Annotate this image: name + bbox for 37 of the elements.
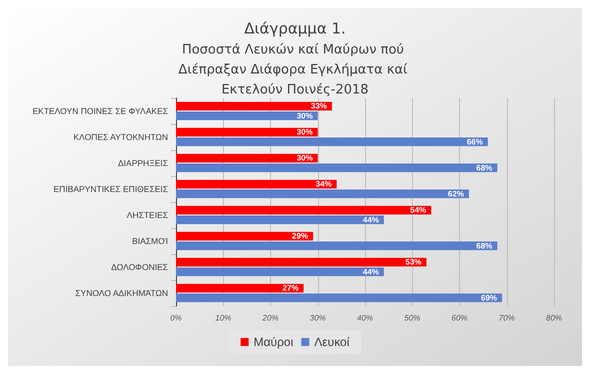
y-tick-label: ΣΥΝΟΛΟ ΑΔΙΚΗΜΆΤΩΝ <box>75 288 168 298</box>
x-tick-label: 80% <box>546 314 562 322</box>
legend-label: Λευκοί <box>314 335 350 349</box>
data-label: 68% <box>476 163 492 172</box>
x-tick-label: 50% <box>404 314 420 322</box>
data-label: 54% <box>410 206 426 215</box>
y-tick-label: ΔΙΑΡΡΗΞΕΙΣ <box>118 158 168 168</box>
x-tick-label: 10% <box>215 314 232 322</box>
data-label: 34% <box>316 180 332 189</box>
data-label: 29% <box>292 232 308 241</box>
data-label: 44% <box>362 267 379 276</box>
data-label: 27% <box>282 284 299 293</box>
y-tick-label: ΚΛΟΠΕΣ ΑΥΤΟΚΝΗΤΩΝ <box>73 132 168 142</box>
data-label: 30% <box>296 128 313 137</box>
data-label: 62% <box>448 189 464 198</box>
y-tick-label: ΔΟΛΟΦΟΝΙΕΣ <box>111 262 168 272</box>
x-tick-label: 0% <box>170 314 182 322</box>
legend-label: Μαύροι <box>254 335 294 349</box>
x-tick-label: 20% <box>261 314 279 322</box>
data-label: 69% <box>481 293 498 302</box>
data-label: 53% <box>405 258 422 267</box>
chart-subtitle: Ποσοστά Λευκών καί Μαύρων πού Διέπραξαν Διάφορα Εγκλήματα καί Εκτελούν Ποινές-2018 <box>178 42 412 98</box>
y-tick-label: ΕΠΙΒΑΡΥΝΤΙΚΕΣ ΕΠΙΘΕΣΕΙΣ <box>54 184 168 194</box>
x-tick-label: 60% <box>451 314 468 322</box>
x-tick-label: 40% <box>356 314 374 322</box>
y-tick-label: ΕΚΤΕΛΟΥΝ ΠΟΙΝΕΣ ΣΕ ΦΥΛΑΚΕΣ <box>32 106 168 116</box>
data-label: 30% <box>296 111 313 120</box>
chart-title: Διάγραμμα 1. <box>244 20 346 38</box>
y-tick-label: ΒΙΑΣΜΟΊ <box>132 236 168 246</box>
y-tick-label: ΛΗΣΤΕΙΕΣ <box>126 210 168 220</box>
data-label: 30% <box>296 154 313 163</box>
data-label: 33% <box>310 102 327 111</box>
data-label: 66% <box>466 137 483 146</box>
data-label: 44% <box>362 215 379 224</box>
data-label: 68% <box>476 241 492 250</box>
x-tick-label: 70% <box>498 314 515 322</box>
x-tick-label: 30% <box>310 314 326 322</box>
